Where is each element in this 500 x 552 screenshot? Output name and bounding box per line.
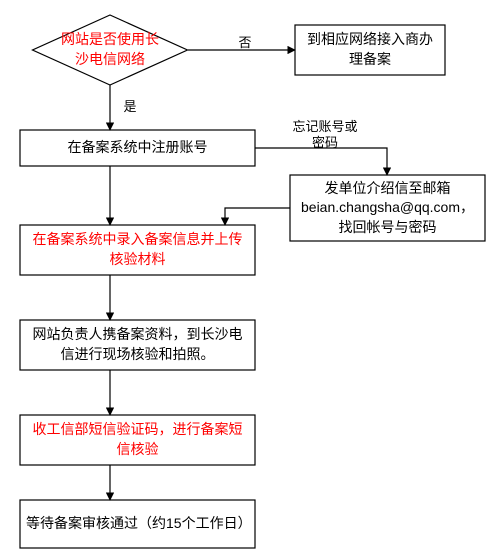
node-sms: 收工信部短信验证码，进行备案短信核验	[20, 415, 255, 465]
node-onsite: 网站负责人携备案资料，到长沙电信进行现场核验和拍照。	[20, 320, 255, 370]
edge-forgot-label: 忘记账号或密码	[291, 119, 359, 150]
flowchart-canvas: 网站是否使用长沙电信网络 到相应网络接入商办理备案 在备案系统中注册账号 发单位…	[0, 0, 500, 552]
node-register: 在备案系统中注册账号	[20, 130, 255, 166]
register-text: 在备案系统中注册账号	[68, 138, 208, 158]
retrieve-text: 发单位介绍信至邮箱beian.changsha@qq.com，找回帐号与密码	[296, 179, 479, 238]
wait-text: 等待备案审核通过（约15个工作日）	[26, 514, 249, 534]
node-wait: 等待备案审核通过（约15个工作日）	[20, 500, 255, 548]
upload-text: 在备案系统中录入备案信息并上传核验材料	[26, 230, 249, 269]
edge-retrieve-back	[225, 208, 290, 225]
edge-forgot	[255, 148, 387, 175]
node-upload: 在备案系统中录入备案信息并上传核验材料	[20, 225, 255, 275]
edge-yes-label: 是	[123, 99, 136, 115]
node-decision: 网站是否使用长沙电信网络	[33, 15, 188, 85]
node-retrieve: 发单位介绍信至邮箱beian.changsha@qq.com，找回帐号与密码	[290, 175, 485, 241]
sms-text: 收工信部短信验证码，进行备案短信核验	[26, 420, 249, 459]
edge-no-label: 否	[238, 35, 251, 51]
node-alt-isp: 到相应网络接入商办理备案	[295, 25, 445, 75]
decision-text: 网站是否使用长沙电信网络	[57, 30, 164, 69]
onsite-text: 网站负责人携备案资料，到长沙电信进行现场核验和拍照。	[26, 325, 249, 364]
alt-isp-text: 到相应网络接入商办理备案	[301, 30, 439, 69]
